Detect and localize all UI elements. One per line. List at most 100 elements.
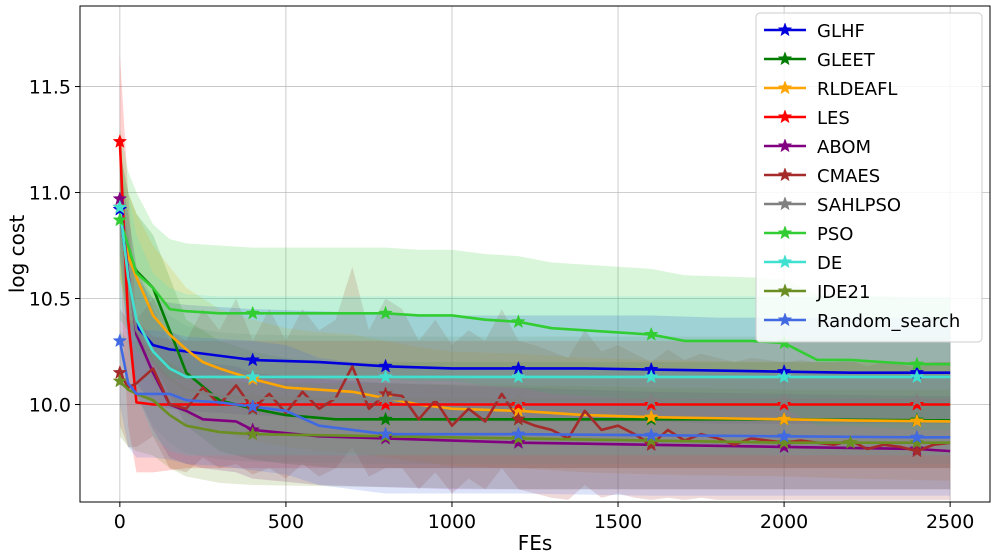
legend-marker-jde21 xyxy=(777,283,793,298)
marker-les xyxy=(112,133,128,148)
marker-random-search xyxy=(909,429,925,444)
marker-abom xyxy=(776,439,792,454)
band-de xyxy=(119,150,951,456)
axes-frame xyxy=(79,5,991,503)
marker-jde21 xyxy=(776,434,792,449)
marker-jde21 xyxy=(643,432,659,447)
legend-marker-de xyxy=(777,254,793,269)
marker-rldeafl xyxy=(776,411,792,426)
marker-les xyxy=(776,396,792,411)
marker-pso xyxy=(245,305,261,320)
band-gleet xyxy=(119,150,951,469)
x-tick-label: 1000 xyxy=(428,511,476,533)
y-tick-label: 10.5 xyxy=(29,289,71,311)
legend-label-random-search: Random_search xyxy=(817,311,960,332)
series-markers xyxy=(112,133,925,458)
marker-de xyxy=(112,199,128,214)
legend-label-glhf: GLHF xyxy=(817,21,865,42)
y-axis-label: log cost xyxy=(5,215,29,293)
marker-random-search xyxy=(776,428,792,443)
legend-marker-gleet xyxy=(777,51,793,66)
legend: GLHF GLEET RLDEAFL LES ABOM CMAES SAHLPSO PSO DE… xyxy=(755,12,983,343)
legend-label-pso: PSO xyxy=(817,224,853,245)
band-sahlpso xyxy=(119,160,951,464)
ticks: 0 500 1000 1500 2000 2500 10.0 10.5 11.0 11.5 xyxy=(29,77,975,533)
confidence-bands xyxy=(119,54,951,500)
x-tick-label: 0 xyxy=(114,511,126,533)
marker-de xyxy=(643,369,659,384)
marker-jde21 xyxy=(511,430,526,445)
marker-random-search xyxy=(511,426,526,441)
marker-de xyxy=(909,369,925,384)
band-abom xyxy=(119,171,951,490)
x-tick-label: 1500 xyxy=(594,511,642,533)
x-axis-label: FEs xyxy=(518,531,553,555)
marker-cmaes xyxy=(909,443,925,458)
legend-label-jde21: JDE21 xyxy=(816,282,870,303)
legend-label-abom: ABOM xyxy=(817,137,871,158)
marker-jde21 xyxy=(843,434,858,449)
marker-de xyxy=(776,369,792,384)
marker-random-search xyxy=(245,398,261,413)
line-glhf xyxy=(118,209,951,374)
marker-gleet xyxy=(378,411,393,426)
marker-sahlpso xyxy=(378,391,393,406)
marker-random-search xyxy=(643,427,659,442)
marker-jde21 xyxy=(245,426,261,441)
line-pso xyxy=(118,219,951,366)
y-tick-label: 11.5 xyxy=(29,77,71,99)
marker-de xyxy=(511,369,526,384)
band-glhf xyxy=(119,192,951,424)
marker-jde21 xyxy=(112,373,128,388)
line-rldeafl xyxy=(118,207,951,423)
legend-marker-random-search xyxy=(777,312,793,327)
legend-marker-pso xyxy=(777,225,793,240)
marker-rldeafl xyxy=(909,413,925,428)
marker-pso xyxy=(909,356,925,371)
line-random-search xyxy=(118,340,951,439)
marker-sahlpso xyxy=(776,392,792,407)
marker-sahlpso xyxy=(643,392,659,407)
marker-cmaes xyxy=(643,437,659,452)
legend-box xyxy=(755,12,983,343)
marker-sahlpso xyxy=(511,392,526,407)
legend-label-de: DE xyxy=(817,253,842,274)
marker-pso xyxy=(511,314,526,329)
legend-marker-cmaes xyxy=(777,167,793,182)
marker-glhf xyxy=(245,352,261,367)
marker-pso xyxy=(112,212,128,227)
marker-les xyxy=(378,396,393,411)
legend-label-cmaes: CMAES xyxy=(817,166,880,187)
legend-marker-les xyxy=(777,109,793,124)
marker-pso xyxy=(643,326,659,341)
band-jde21 xyxy=(119,330,951,490)
y-tick-label: 11.0 xyxy=(29,183,71,205)
marker-de xyxy=(378,369,393,384)
legend-marker-rldeafl xyxy=(777,80,793,95)
marker-pso xyxy=(378,305,393,320)
legend-label-rldeafl: RLDEAFL xyxy=(817,79,897,100)
y-tick-label: 10.0 xyxy=(29,394,71,416)
marker-les xyxy=(511,396,526,411)
marker-les xyxy=(909,396,925,411)
legend-label-sahlpso: SAHLPSO xyxy=(817,195,901,216)
x-tick-label: 2500 xyxy=(926,511,974,533)
band-les xyxy=(119,54,951,473)
marker-abom xyxy=(511,434,526,449)
line-abom xyxy=(118,198,951,453)
legend-marker-glhf xyxy=(777,22,793,37)
legend-marker-abom xyxy=(777,138,793,153)
band-pso xyxy=(119,128,951,430)
legend-marker-sahlpso xyxy=(777,196,793,211)
legend-label-les: LES xyxy=(817,108,850,129)
marker-sahlpso xyxy=(909,392,925,407)
x-tick-label: 500 xyxy=(268,511,304,533)
marker-de xyxy=(245,369,261,384)
marker-random-search xyxy=(378,426,393,441)
x-tick-label: 2000 xyxy=(760,511,808,533)
marker-jde21 xyxy=(909,434,925,449)
legend-label-gleet: GLEET xyxy=(817,50,876,71)
marker-random-search xyxy=(112,333,128,348)
marker-cmaes xyxy=(511,411,526,426)
